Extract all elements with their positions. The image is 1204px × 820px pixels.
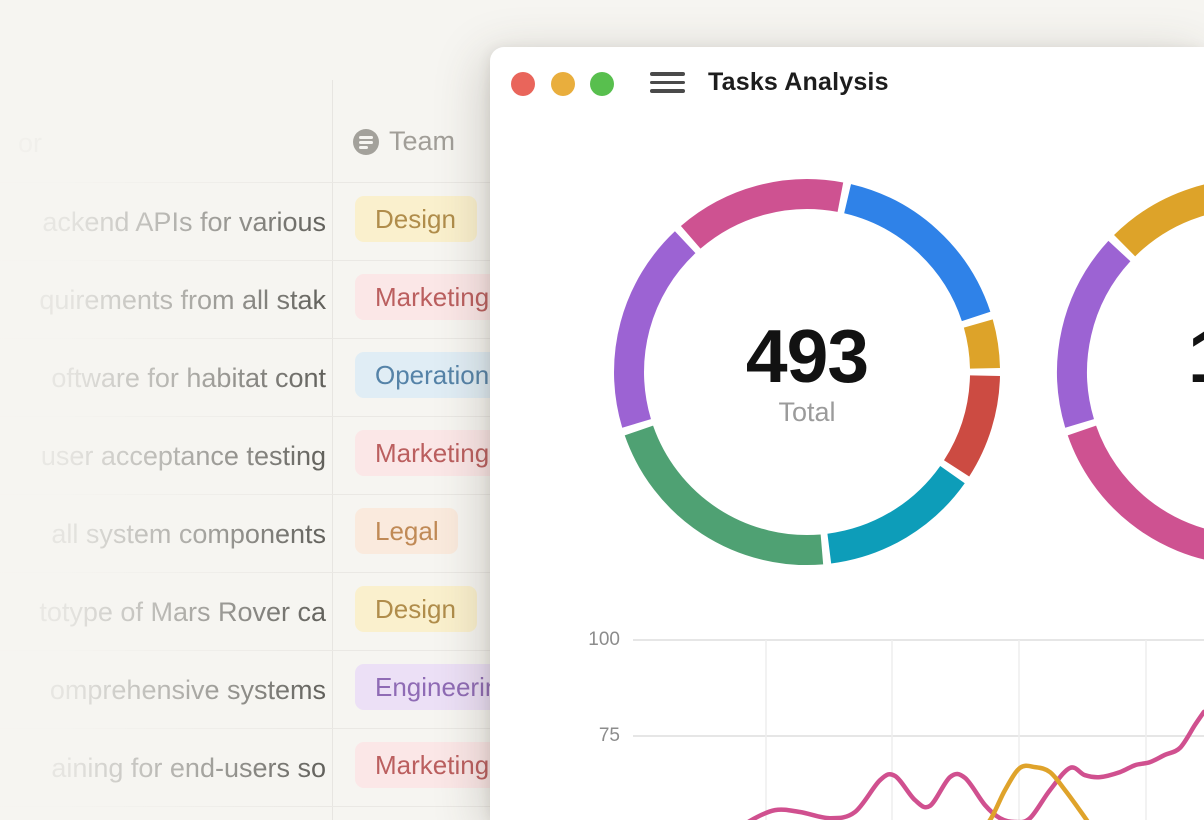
- close-window-button[interactable]: [511, 72, 535, 96]
- select-property-icon: [353, 128, 379, 155]
- segment-pink: [680, 179, 844, 249]
- tasks-donut-chart: [614, 179, 1000, 565]
- y-axis-label-75: 75: [598, 725, 620, 746]
- series-yellow: [987, 763, 1090, 820]
- segment-yellow: [1114, 184, 1204, 257]
- segment-blue: [843, 184, 991, 322]
- window-titlebar: Tasks Analysis: [490, 47, 1204, 122]
- fade-overlay: [0, 88, 332, 820]
- y-axis-label-100: 100: [588, 629, 620, 650]
- column-divider: [332, 80, 333, 820]
- second-donut-chart-partial: [1057, 184, 1204, 560]
- segment-teal: [827, 465, 965, 564]
- team-tag: Marketing: [355, 430, 515, 476]
- window-title: Tasks Analysis: [708, 68, 889, 96]
- minimize-window-button[interactable]: [551, 72, 575, 96]
- team-tag: Design: [355, 586, 477, 632]
- donut-total-value: 493: [745, 314, 869, 398]
- team-tag: Design: [355, 196, 477, 242]
- segment-pink: [1067, 425, 1204, 560]
- team-column-label: Team: [389, 126, 456, 156]
- series-pink: [747, 709, 1204, 820]
- donut-total-label: Total: [778, 397, 836, 427]
- second-donut-value-partial: 1: [1188, 314, 1204, 398]
- segment-red: [943, 375, 1000, 477]
- zoom-window-button[interactable]: [590, 72, 614, 96]
- segment-purple: [1057, 240, 1131, 428]
- segment-purple: [614, 231, 696, 428]
- team-column-header[interactable]: Team: [353, 126, 455, 157]
- menu-icon[interactable]: [650, 72, 685, 93]
- segment-green: [624, 425, 824, 565]
- team-tag: Marketing: [355, 274, 515, 320]
- team-tag: Marketing: [355, 742, 515, 788]
- tasks-analysis-window: Tasks Analysis 493 Total 1 100 75: [490, 47, 1204, 820]
- team-tag: Legal: [355, 508, 458, 554]
- segment-yellow: [963, 319, 1000, 369]
